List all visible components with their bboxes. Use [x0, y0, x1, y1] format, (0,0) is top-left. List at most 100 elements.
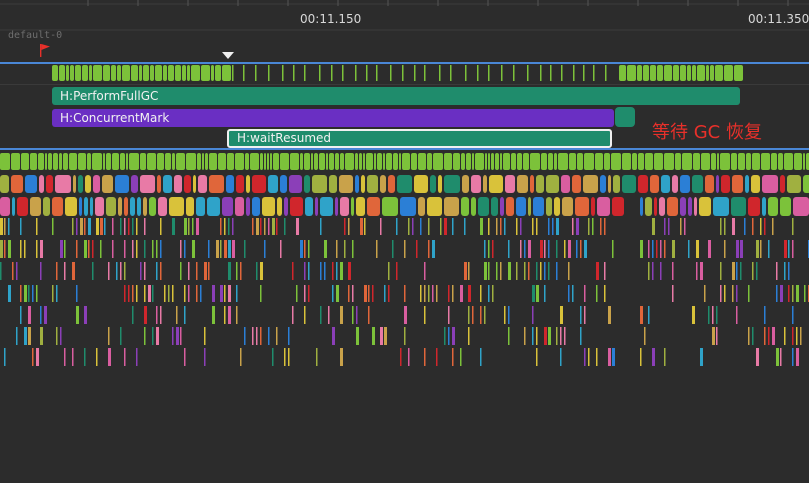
trace-slice[interactable]: [388, 285, 390, 302]
trace-slice[interactable]: [131, 65, 138, 81]
trace-slice[interactable]: [176, 306, 178, 324]
trace-slice[interactable]: [16, 262, 18, 280]
trace-slice[interactable]: [752, 327, 754, 345]
trace-slice[interactable]: [418, 197, 425, 216]
trace-slice[interactable]: [544, 285, 546, 302]
trace-slice[interactable]: [80, 218, 83, 235]
trace-slice[interactable]: [460, 285, 463, 302]
trace-slice[interactable]: [196, 285, 198, 302]
trace-slice[interactable]: [558, 153, 568, 170]
trace-slice[interactable]: [640, 348, 642, 366]
trace-slice[interactable]: [288, 348, 290, 366]
trace-slice[interactable]: [0, 153, 10, 170]
trace-slice[interactable]: [270, 153, 272, 170]
trace-slice[interactable]: [554, 197, 560, 216]
trace-slice[interactable]: [220, 218, 222, 235]
trace-slice[interactable]: [52, 285, 54, 302]
trace-slice[interactable]: [611, 153, 621, 170]
trace-slice[interactable]: [576, 240, 578, 258]
trace-slice[interactable]: [182, 65, 186, 81]
trace-slice[interactable]: [92, 262, 94, 280]
trace-slice[interactable]: [424, 262, 426, 280]
trace-slice[interactable]: [197, 153, 201, 170]
trace-slice[interactable]: [118, 197, 122, 216]
trace-slice[interactable]: [700, 348, 703, 366]
trace-slice[interactable]: [64, 240, 66, 258]
trace-slice[interactable]: [92, 240, 94, 258]
trace-slice[interactable]: [576, 218, 579, 235]
trace-slice[interactable]: [336, 285, 339, 302]
trace-slice[interactable]: [246, 197, 250, 216]
trace-slice[interactable]: [776, 285, 778, 302]
trace-slice[interactable]: [716, 327, 718, 345]
trace-slice[interactable]: [796, 327, 798, 345]
trace-slice[interactable]: [548, 153, 553, 170]
trace-slice[interactable]: [356, 327, 359, 345]
trace-slice[interactable]: [129, 153, 139, 170]
trace-slice[interactable]: [652, 218, 655, 235]
trace-slice[interactable]: [180, 327, 182, 345]
trace-slice[interactable]: [508, 240, 510, 258]
trace-slice[interactable]: [661, 175, 670, 193]
trace-slice[interactable]: [697, 65, 705, 81]
trace-slice[interactable]: [428, 240, 430, 258]
trace-slice[interactable]: [256, 327, 258, 345]
trace-slice[interactable]: [184, 218, 187, 235]
trace-slice[interactable]: [169, 197, 184, 216]
trace-slice[interactable]: [70, 65, 74, 81]
trace-slice[interactable]: [158, 197, 167, 216]
trace-slice[interactable]: [314, 153, 318, 170]
trace-slice[interactable]: [480, 306, 482, 324]
trace-slice[interactable]: [399, 153, 401, 170]
trace-slice[interactable]: [787, 175, 801, 193]
trace-slice[interactable]: [289, 175, 302, 193]
trace-slice[interactable]: [328, 306, 330, 324]
trace-slice[interactable]: [580, 327, 582, 345]
trace-slice[interactable]: [764, 218, 766, 235]
trace-slice[interactable]: [296, 218, 299, 235]
trace-slice[interactable]: [513, 65, 515, 81]
trace-slice[interactable]: [768, 327, 770, 345]
trace-slice[interactable]: [52, 218, 54, 235]
trace-slice[interactable]: [236, 262, 238, 280]
trace-slice[interactable]: [648, 240, 650, 258]
trace-slice[interactable]: [604, 218, 606, 235]
trace-slice[interactable]: [211, 65, 214, 81]
trace-slice[interactable]: [760, 218, 762, 235]
trace-slice[interactable]: [500, 218, 502, 235]
trace-slice[interactable]: [155, 65, 162, 81]
trace-slice[interactable]: [368, 306, 370, 324]
trace-slice[interactable]: [736, 240, 739, 258]
trace-slice[interactable]: [344, 240, 346, 258]
trace-slice[interactable]: [300, 153, 303, 170]
trace-slice[interactable]: [290, 153, 299, 170]
trace-slice[interactable]: [645, 197, 652, 216]
trace-slice[interactable]: [380, 327, 383, 345]
trace-slice[interactable]: [336, 262, 338, 280]
trace-slice[interactable]: [40, 327, 43, 345]
trace-slice[interactable]: [544, 262, 546, 280]
trace-slice[interactable]: [361, 175, 365, 193]
trace-slice[interactable]: [59, 153, 62, 170]
trace-slice[interactable]: [556, 327, 558, 345]
trace-slice[interactable]: [312, 175, 327, 193]
trace-slice[interactable]: [464, 262, 467, 280]
trace-slice[interactable]: [144, 285, 146, 302]
trace-slice[interactable]: [439, 65, 441, 81]
trace-slice[interactable]: [792, 306, 794, 324]
trace-slice[interactable]: [472, 153, 474, 170]
trace-slice[interactable]: [484, 262, 487, 280]
trace-slice[interactable]: [622, 175, 636, 193]
trace-slice[interactable]: [156, 240, 158, 258]
trace-slice[interactable]: [160, 240, 162, 258]
trace-slice[interactable]: [284, 218, 286, 235]
trace-slice[interactable]: [444, 175, 460, 193]
trace-slice[interactable]: [252, 197, 260, 216]
trace-slice[interactable]: [21, 153, 29, 170]
trace-slice[interactable]: [380, 175, 386, 193]
trace-slice[interactable]: [384, 285, 386, 302]
trace-slice[interactable]: [489, 175, 503, 193]
trace-slice[interactable]: [332, 327, 335, 345]
trace-slice[interactable]: [331, 65, 333, 81]
trace-slice[interactable]: [720, 218, 722, 235]
